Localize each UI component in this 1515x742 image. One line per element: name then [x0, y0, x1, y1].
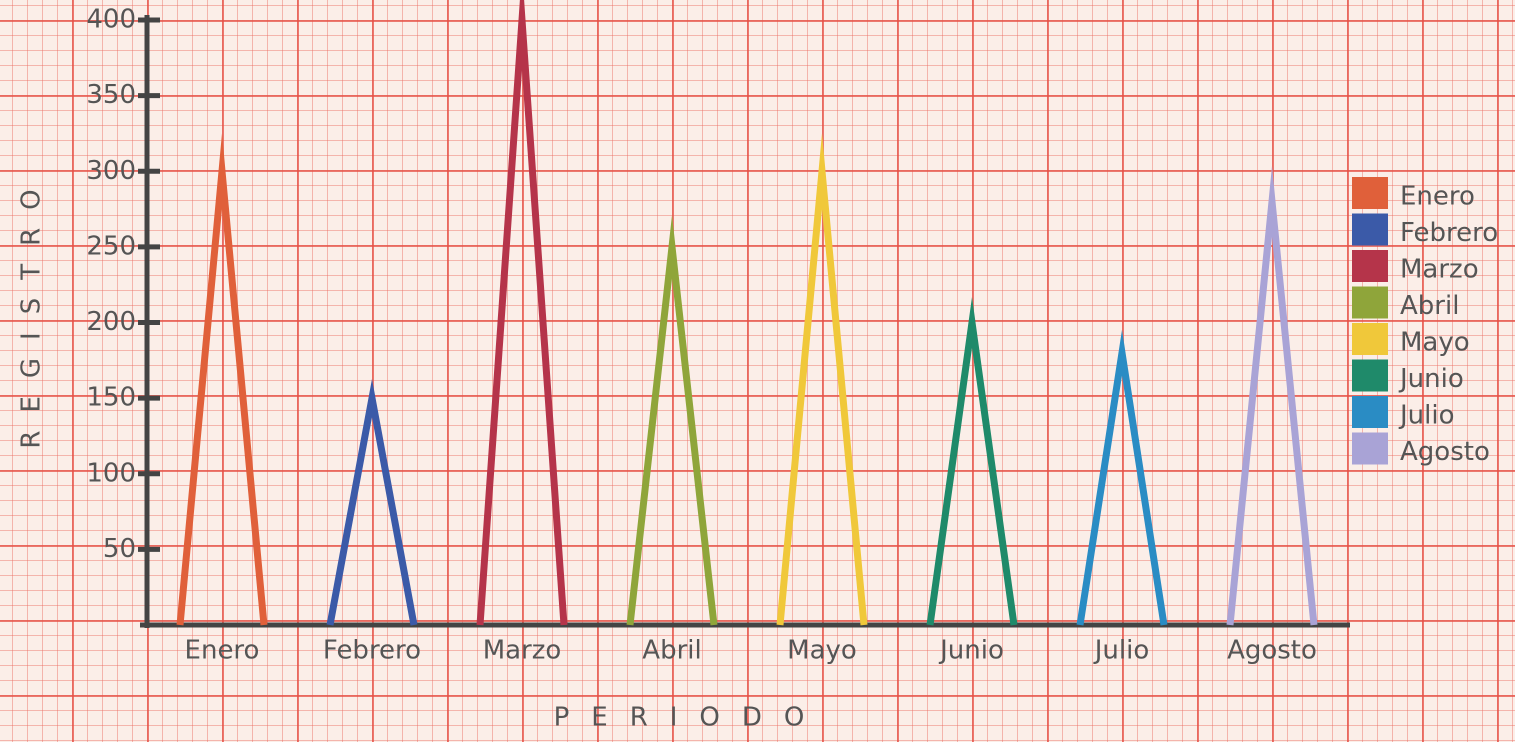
chart: PERIODO REGISTRO 50 100 150 200 250 300 350 400… [0, 0, 1515, 742]
y-tick-label: 350 [86, 80, 136, 110]
legend-label: Mayo [1400, 328, 1470, 358]
legend-label: Abril [1400, 291, 1459, 321]
legend-label: Julio [1398, 401, 1455, 431]
legend-swatch [1352, 433, 1388, 465]
peak [1230, 202, 1314, 626]
legend-swatch [1352, 287, 1388, 319]
x-tick-label: Mayo [787, 636, 857, 666]
legend-swatch [1352, 177, 1388, 209]
y-tick-label: 150 [86, 383, 136, 413]
legend-swatch [1352, 214, 1388, 246]
graph-paper: PERIODO REGISTRO 50 100 150 200 250 300 350 400… [0, 0, 1515, 742]
y-tick-label: 400 [86, 5, 136, 35]
y-axis-label: REGISTRO [17, 171, 47, 448]
y-tick-label: 200 [86, 307, 136, 337]
peak [180, 171, 264, 625]
legend-swatch [1352, 250, 1388, 282]
x-tick-label: Julio [1093, 636, 1150, 666]
y-tick-label: 50 [103, 534, 136, 564]
peak [780, 171, 864, 625]
y-tick-label: 100 [86, 458, 136, 488]
legend-label: Enero [1400, 182, 1475, 212]
x-axis-label: PERIODO [554, 703, 827, 733]
x-tick-label: Febrero [323, 636, 421, 666]
peak [330, 398, 414, 625]
legend-swatch [1352, 360, 1388, 392]
peak [1080, 353, 1164, 625]
x-tick-label: Junio [938, 636, 1004, 666]
y-tick-label: 250 [86, 231, 136, 261]
legend-label: Febrero [1400, 218, 1498, 248]
y-tick-label: 300 [86, 156, 136, 186]
legend-swatch [1352, 396, 1388, 428]
legend-label: Junio [1398, 364, 1464, 394]
peak [480, 20, 564, 625]
legend-swatch [1352, 323, 1388, 355]
legend-label: Agosto [1400, 437, 1490, 467]
legend-label: Marzo [1400, 255, 1479, 285]
x-tick-label: Abril [642, 636, 701, 666]
x-tick-label: Agosto [1227, 636, 1317, 666]
peak [630, 247, 714, 625]
peak [930, 323, 1014, 626]
x-tick-label: Enero [185, 636, 260, 666]
x-tick-label: Marzo [483, 636, 562, 666]
